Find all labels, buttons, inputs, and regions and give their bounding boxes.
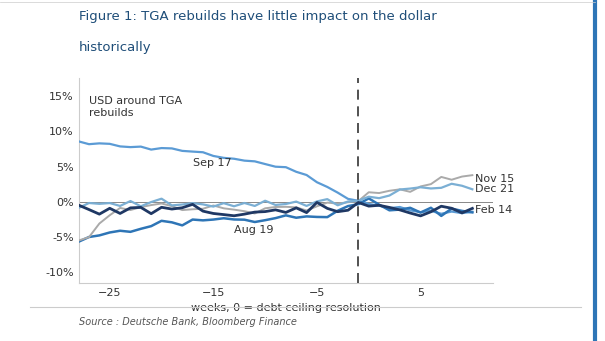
Text: Feb 14: Feb 14 xyxy=(476,205,512,216)
Text: USD around TGA
rebuilds: USD around TGA rebuilds xyxy=(89,96,182,118)
Text: Nov 15: Nov 15 xyxy=(476,174,515,183)
Text: Aug 19: Aug 19 xyxy=(234,225,273,235)
Text: Sep 17: Sep 17 xyxy=(192,158,231,168)
Text: Figure 1: TGA rebuilds have little impact on the dollar: Figure 1: TGA rebuilds have little impac… xyxy=(79,10,436,23)
Text: Source : Deutsche Bank, Bloomberg Finance: Source : Deutsche Bank, Bloomberg Financ… xyxy=(79,317,296,327)
Text: Dec 21: Dec 21 xyxy=(476,184,515,194)
X-axis label: weeks, 0 = debt ceiling resolution: weeks, 0 = debt ceiling resolution xyxy=(191,303,381,313)
Text: historically: historically xyxy=(79,41,151,54)
